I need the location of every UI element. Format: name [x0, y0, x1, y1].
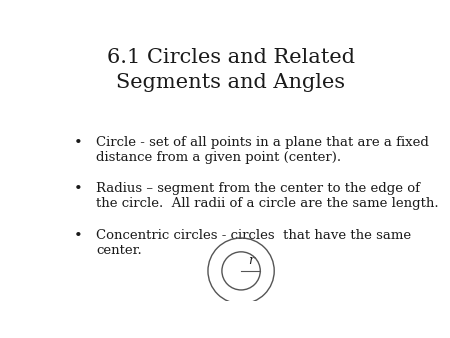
Text: r: r — [248, 255, 254, 267]
Text: •: • — [74, 183, 82, 196]
Text: Concentric circles - circles  that have the same
center.: Concentric circles - circles that have t… — [96, 229, 411, 257]
Text: •: • — [74, 136, 82, 149]
Text: Radius – segment from the center to the edge of
the circle.  All radii of a circ: Radius – segment from the center to the … — [96, 183, 439, 210]
Text: Circle - set of all points in a plane that are a fixed
distance from a given poi: Circle - set of all points in a plane th… — [96, 136, 429, 164]
Text: •: • — [74, 229, 82, 243]
Text: 6.1 Circles and Related
Segments and Angles: 6.1 Circles and Related Segments and Ang… — [107, 48, 355, 92]
